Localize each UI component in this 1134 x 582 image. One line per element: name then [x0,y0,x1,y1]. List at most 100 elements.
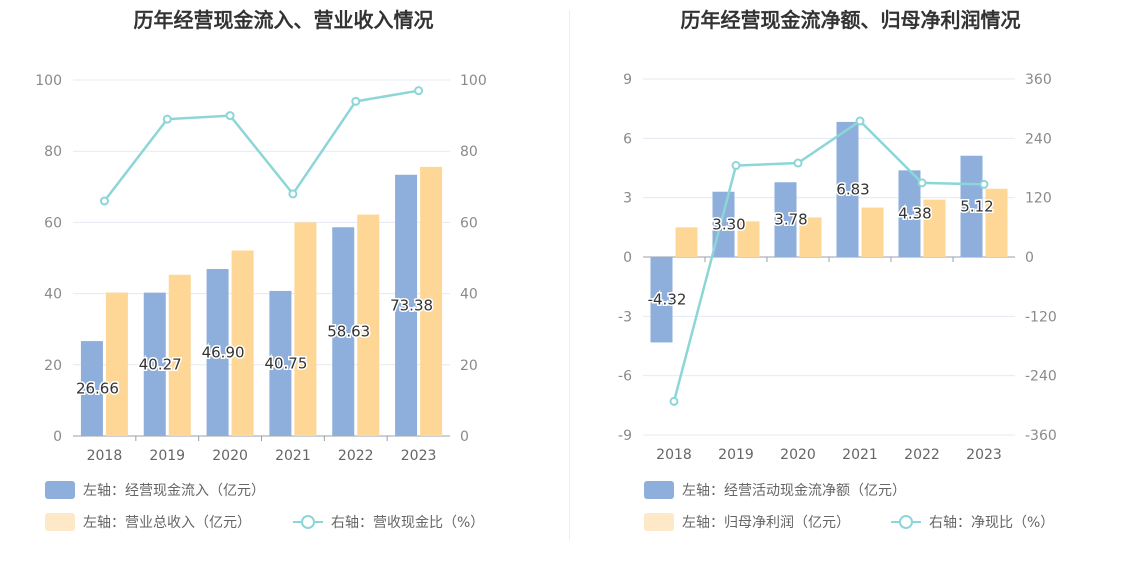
bar-series-1 [898,170,921,257]
bar-series-1 [332,227,355,436]
line-point [979,179,989,189]
bar-data-label: 46.90 [202,344,245,362]
legend-item-series-2[interactable]: 左轴：归母净利润（亿元） [644,512,850,532]
line-point [351,96,361,106]
legend-swatch [644,481,674,499]
x-axis-tick-label: 2018 [656,447,692,463]
line-point [162,114,172,124]
bar-series-1 [774,182,797,257]
bar-series-2 [231,250,254,436]
legend-item-series-3[interactable]: 右轴：营收现金比（%） [293,512,484,532]
x-axis-tick-label: 2021 [275,448,311,464]
legend-swatch [45,513,75,531]
legend-label: 左轴：营业总收入（亿元） [83,515,251,531]
line-series [672,119,985,402]
legend-label: 左轴：经营现金流入（亿元） [83,483,265,499]
bar-data-label: 4.38 [898,205,931,223]
legend-item-series-2[interactable]: 左轴：营业总收入（亿元） [45,512,251,532]
line-point [793,158,803,168]
chart-title: 历年经营现金流入、营业收入情况 [133,8,434,32]
bar-series-2 [737,221,760,257]
chart-plot: -9 -6 -3 0 3 6 9 -360 -240 -120 0 120 240 360 2018 2019… [618,72,1057,463]
legend-line-marker-icon [293,513,323,531]
left-axis-tick-label: -9 [618,428,632,444]
right-axis-tick-label: -120 [1025,309,1057,325]
bar-series-2 [294,222,317,436]
right-axis-tick-label: 0 [460,429,469,445]
legend-label: 右轴：营收现金比（%） [331,515,485,531]
x-axis-tick-label: 2020 [780,447,816,463]
right-axis-tick-label: 360 [1025,72,1052,88]
chart-plot: 0 20 40 60 80 100 0 20 40 60 80 100 2018 2019 2020 2021… [35,73,487,464]
left-axis-tick-label: 40 [44,287,62,303]
x-axis-tick-label: 2023 [401,448,437,464]
legend-item-series-1[interactable]: 左轴：经营活动现金流净额（亿元） [644,480,906,500]
bar-data-label: 5.12 [960,197,993,215]
bar-data-label: -4.32 [648,291,687,309]
legend-item-series-1[interactable]: 左轴：经营现金流入（亿元） [45,480,265,500]
bar-series-1 [206,269,229,436]
left-axis-tick-label: 6 [623,131,632,147]
chart-panel-netcash-profit: 历年经营现金流净额、归母净利润情况 -9 -6 -3 0 3 6 9 -360 -240 -120… [567,0,1134,582]
legend-item-series-3[interactable]: 右轴：净现比（%） [891,512,1054,532]
line-point [99,196,109,206]
x-axis-tick-label: 2019 [718,447,754,463]
bar-data-label: 26.66 [76,380,119,398]
right-axis-tick-label: 0 [1025,250,1034,266]
line-series [103,89,419,202]
bar-series-2 [357,214,380,436]
legend-swatch [644,513,674,531]
x-axis-tick-label: 2022 [904,447,940,463]
x-axis-tick-label: 2023 [966,447,1002,463]
legend-label: 左轴：经营活动现金流净额（亿元） [682,483,906,499]
left-axis-tick-label: -6 [618,369,632,385]
left-axis-tick-label: 100 [35,73,62,89]
bar-series-1 [80,341,103,436]
left-axis-tick-label: 80 [44,144,62,160]
line-point [855,116,865,126]
chart-title: 历年经营现金流净额、归母净利润情况 [680,8,1021,32]
panel-divider [569,10,570,540]
bar-series-1 [395,174,418,436]
line-point [288,189,298,199]
legend-swatch [45,481,75,499]
legend-line-marker-icon [891,513,921,531]
legend-label: 右轴：净现比（%） [929,515,1055,531]
right-axis-tick-label: 40 [460,287,478,303]
x-axis-tick-label: 2019 [149,448,185,464]
bar-data-label: 3.30 [712,215,745,233]
bar-series-1 [143,292,166,436]
bar-series-2 [168,274,191,436]
bar-series-1 [650,257,673,343]
bar-data-label: 73.38 [390,296,433,314]
bar-series-2 [105,292,128,436]
chart-panel-cashflow-revenue: 历年经营现金流入、营业收入情况 0 20 40 60 80 100 0 20 40 60 80 100… [35,8,487,532]
left-axis-tick-label: 60 [44,215,62,231]
legend-label: 左轴：归母净利润（亿元） [682,515,850,531]
right-axis-tick-label: 240 [1025,131,1052,147]
right-axis-tick-label: 100 [460,73,487,89]
bar-series-1 [269,290,292,436]
left-axis-tick-label: 20 [44,358,62,374]
line-point [669,396,679,406]
bar-data-label: 40.75 [264,354,307,372]
bar-data-label: 58.63 [327,323,370,341]
left-axis-tick-label: 0 [53,429,62,445]
left-axis-tick-label: 3 [623,191,632,207]
bar-series-1 [960,155,983,257]
left-axis-tick-label: -3 [618,309,632,325]
x-axis-tick-label: 2021 [842,447,878,463]
bar-data-label: 6.83 [836,180,869,198]
right-axis-tick-label: 120 [1025,191,1052,207]
x-axis-tick-label: 2022 [338,448,374,464]
x-axis-tick-label: 2020 [212,448,248,464]
line-point [225,111,235,121]
right-axis-tick-label: 80 [460,144,478,160]
bar-series-2 [799,217,822,257]
line-point [917,178,927,188]
right-axis-tick-label: 60 [460,215,478,231]
line-point [414,86,424,96]
right-axis-tick-label: 20 [460,358,478,374]
x-axis-tick-label: 2018 [87,448,123,464]
right-axis-tick-label: -360 [1025,428,1057,444]
